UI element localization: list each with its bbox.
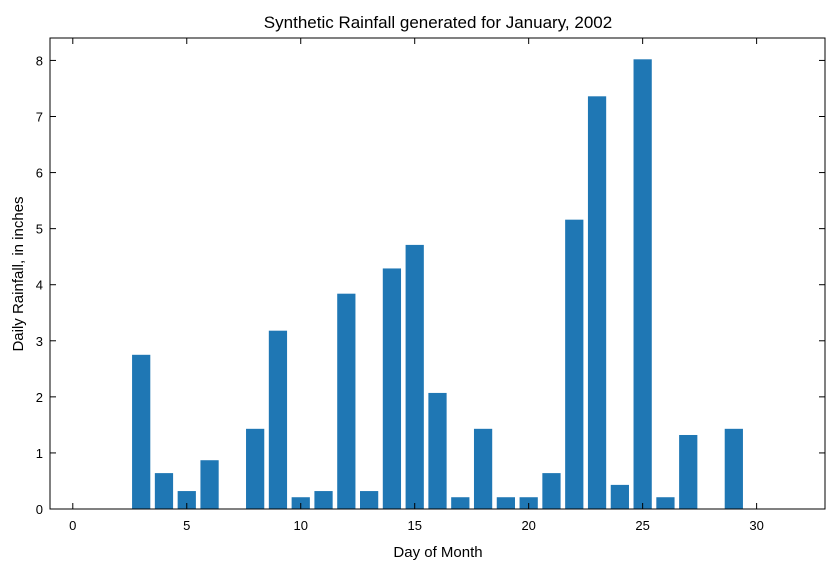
y-tick-label-3: 3 [36,334,43,349]
bar-day-4 [154,473,174,509]
bar-day-12 [337,293,356,509]
bar-day-23 [587,96,607,509]
bar-day-3 [132,354,151,509]
x-axis-ticks: 0 5 10 15 20 25 30 [69,38,764,533]
bar-day-27 [679,434,698,509]
bar-day-16 [428,392,447,509]
x-tick-label-15: 15 [407,518,421,533]
bar-day-26 [656,497,675,509]
bars-group [132,59,743,510]
y-axis-ticks: 0 1 2 3 4 5 6 7 8 [36,53,825,517]
y-tick-label-4: 4 [36,278,43,293]
y-tick-label-0: 0 [36,502,43,517]
y-tick-label-8: 8 [36,53,43,68]
x-axis-label: Day of Month [393,544,482,561]
x-tick-label-25: 25 [635,518,649,533]
y-tick-label-2: 2 [36,390,43,405]
bar-day-21 [542,473,561,509]
x-tick-label-10: 10 [294,518,308,533]
bar-day-15 [405,244,424,509]
bar-day-18 [473,428,493,509]
bar-day-11 [314,491,333,509]
y-tick-label-6: 6 [36,166,43,181]
bar-day-9 [268,330,288,509]
bar-day-25 [633,59,652,510]
bar-day-22 [565,219,584,510]
bar-day-13 [360,491,379,509]
bar-day-14 [382,268,402,509]
y-tick-label-1: 1 [36,446,43,461]
bar-day-19 [496,497,515,509]
x-tick-label-5: 5 [183,518,190,533]
x-tick-label-0: 0 [69,518,76,533]
x-tick-label-20: 20 [521,518,535,533]
bar-day-29 [724,428,743,509]
y-tick-label-7: 7 [36,110,43,125]
y-axis-label: Daily Rainfall, in inches [10,196,27,351]
plot-frame [49,37,826,510]
bar-day-24 [610,484,629,509]
bar-day-8 [246,428,265,509]
bar-day-5 [177,491,196,509]
bar-day-6 [200,460,219,509]
y-tick-label-5: 5 [36,222,43,237]
chart-title: Synthetic Rainfall generated for January… [264,13,612,32]
bar-day-17 [451,497,470,509]
x-tick-label-30: 30 [749,518,763,533]
